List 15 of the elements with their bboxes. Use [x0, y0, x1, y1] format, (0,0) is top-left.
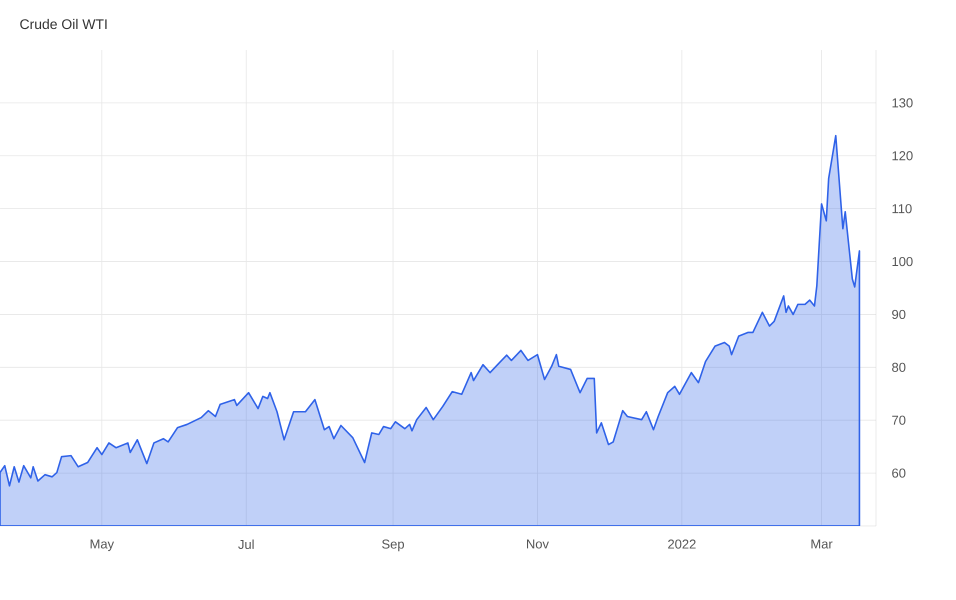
y-tick-label: 130 [892, 98, 913, 108]
x-tick-label: 2022 [668, 540, 696, 549]
x-tick-label: May [90, 540, 114, 552]
y-tick-label: 70 [892, 416, 906, 425]
y-tick-label: 80 [892, 362, 906, 372]
x-tick-label: Mar [811, 540, 832, 549]
y-tick-label: 90 [892, 310, 906, 320]
y-tick-label: 60 [892, 468, 906, 478]
y-tick-label: 120 [892, 151, 913, 160]
x-tick-label: Jul [238, 540, 254, 550]
y-tick-label: 100 [892, 256, 913, 266]
x-tick-label: Nov [526, 540, 549, 549]
y-tick-label: 110 [892, 204, 912, 214]
x-tick-label: Sep [382, 540, 404, 552]
chart-title: Crude Oil WTI [20, 18, 107, 30]
